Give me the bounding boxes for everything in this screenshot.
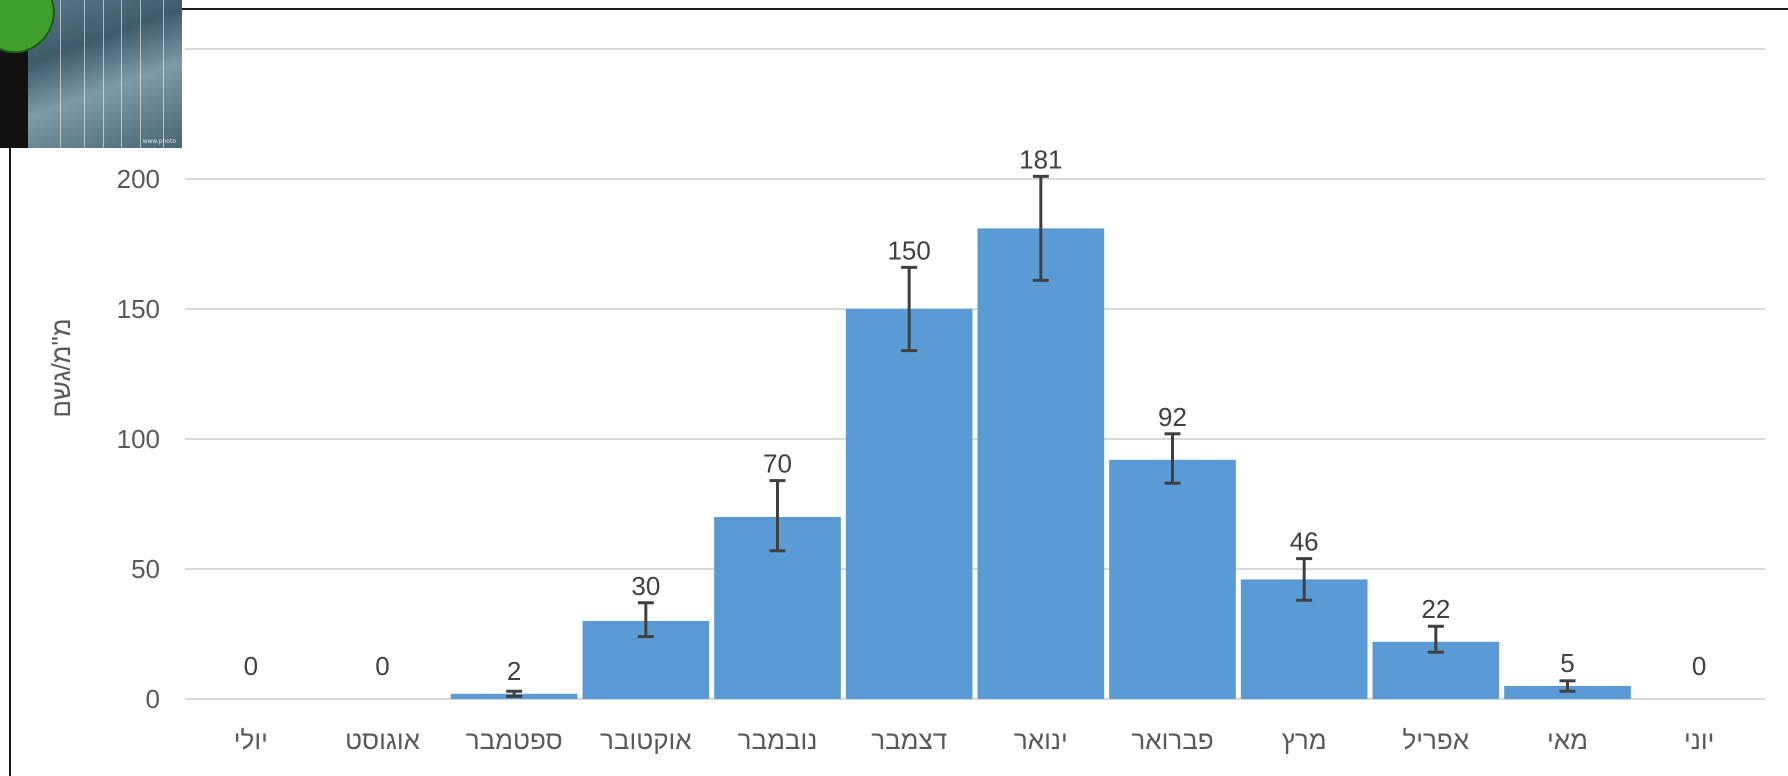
error-bar bbox=[1427, 624, 1444, 654]
data-label: 181 bbox=[1019, 144, 1062, 174]
corner-photo: www.photo bbox=[0, 0, 182, 148]
data-label: 0 bbox=[244, 651, 258, 681]
x-tick-label: נובמבר bbox=[738, 725, 818, 755]
data-label: 30 bbox=[631, 571, 660, 601]
y-tick-label: 50 bbox=[131, 554, 160, 584]
error-bar bbox=[1164, 432, 1181, 485]
data-label: 70 bbox=[763, 449, 792, 479]
data-label: 46 bbox=[1290, 527, 1319, 557]
error-bars bbox=[506, 174, 1576, 698]
error-bar bbox=[1032, 174, 1049, 282]
error-bar bbox=[1296, 557, 1313, 602]
x-tick-label: דצמבר bbox=[871, 725, 947, 755]
chart-frame bbox=[9, 8, 1788, 776]
x-tick-label: פברואר bbox=[1131, 725, 1213, 755]
y-tick-label: 100 bbox=[117, 424, 160, 454]
data-label: 2 bbox=[507, 656, 521, 686]
grid-lines bbox=[185, 48, 1765, 700]
x-axis-categories: יולי אוגוסט ספטמבר אוקטובר נובמבר דצמבר ינואר פ… bbox=[234, 725, 1715, 755]
bar bbox=[977, 228, 1105, 699]
x-tick-label: אוגוסט bbox=[345, 725, 420, 755]
y-tick-label: 200 bbox=[117, 164, 160, 194]
x-tick-label: אוקטובר bbox=[600, 725, 692, 755]
photo-credit: www.photo bbox=[142, 138, 176, 145]
data-label: 92 bbox=[1158, 402, 1187, 432]
error-bar bbox=[1559, 679, 1576, 693]
bar bbox=[1109, 459, 1236, 699]
y-tick-label: 0 bbox=[146, 684, 160, 714]
x-tick-label: מרץ bbox=[1282, 725, 1327, 755]
x-tick-label: יוני bbox=[1684, 725, 1714, 755]
y-tick-label: 150 bbox=[117, 294, 160, 324]
x-tick-label: אפריל bbox=[1403, 725, 1470, 755]
x-tick-label: יולי bbox=[234, 725, 268, 755]
x-tick-label: מאי bbox=[1547, 725, 1588, 755]
y-axis-ticks: 0 50 100 150 200 bbox=[117, 164, 160, 714]
bar bbox=[845, 309, 973, 699]
data-label: 150 bbox=[887, 235, 930, 265]
error-bar bbox=[506, 689, 523, 698]
bars bbox=[450, 228, 1631, 699]
data-label: 22 bbox=[1421, 594, 1450, 624]
error-bar bbox=[901, 265, 918, 353]
error-bar bbox=[769, 479, 786, 553]
photo-shadow bbox=[0, 40, 28, 148]
data-label: 0 bbox=[1692, 651, 1706, 681]
data-label: 5 bbox=[1560, 648, 1574, 678]
y-axis-label: מ"מ/גשם bbox=[46, 318, 76, 417]
error-bar bbox=[637, 601, 654, 639]
data-labels: 0 0 2 30 70 150 181 92 46 22 5 0 bbox=[244, 144, 1707, 685]
data-label: 0 bbox=[375, 651, 389, 681]
x-tick-label: ספטמבר bbox=[466, 725, 563, 755]
x-tick-label: ינואר bbox=[1014, 725, 1068, 755]
